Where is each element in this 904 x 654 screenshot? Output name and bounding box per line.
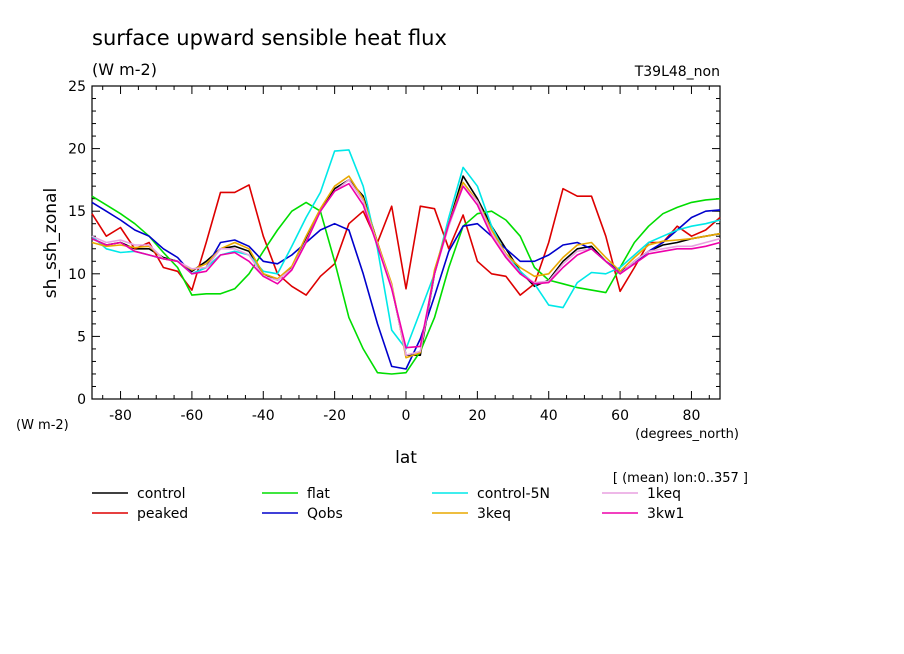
series-line-3kw1 bbox=[91, 182, 721, 349]
axis-ticks: -80 -60 -40 -20 0 20 40 60 80 0 5 10 15 20 25 bbox=[68, 79, 720, 424]
legend-label: control bbox=[137, 486, 186, 502]
x-tick-label: 60 bbox=[611, 408, 629, 424]
x-tick-label: 20 bbox=[468, 408, 486, 424]
legend: control peaked flat Qobs control-5N 3keq 1keq 3… bbox=[92, 486, 684, 522]
series-line-control-5N bbox=[91, 149, 721, 350]
x-tick-label: -40 bbox=[252, 408, 275, 424]
experiment-label: T39L48_non bbox=[634, 64, 720, 80]
chart-title: surface upward sensible heat flux bbox=[92, 26, 447, 50]
y-units-label: (W m-2) bbox=[16, 418, 69, 433]
x-tick-label: -80 bbox=[109, 408, 132, 424]
y-tick-label: 25 bbox=[68, 79, 86, 95]
x-tick-label: 80 bbox=[683, 408, 701, 424]
legend-label: peaked bbox=[137, 506, 188, 522]
chart-units: (W m-2) bbox=[92, 60, 157, 79]
legend-label: Qobs bbox=[307, 506, 343, 522]
y-axis-label: sh_ssh_zonal bbox=[41, 188, 61, 298]
y-tick-label: 5 bbox=[77, 329, 86, 345]
mean-note: [ (mean) lon:0..357 ] bbox=[613, 471, 748, 486]
y-tick-label: 0 bbox=[77, 392, 86, 408]
legend-label: 3keq bbox=[477, 506, 511, 522]
x-tick-label: -60 bbox=[180, 408, 203, 424]
y-tick-label: 20 bbox=[68, 142, 86, 158]
series-lines bbox=[91, 149, 721, 375]
legend-label: 1keq bbox=[647, 486, 681, 502]
x-units-label: (degrees_north) bbox=[635, 427, 739, 442]
legend-label: control-5N bbox=[477, 486, 550, 502]
y-tick-label: 10 bbox=[68, 267, 86, 283]
series-line-3keq bbox=[91, 175, 721, 359]
x-axis-label: lat bbox=[395, 448, 417, 468]
series-line-flat bbox=[91, 195, 721, 375]
plot-area: -80 -60 -40 -20 0 20 40 60 80 0 5 10 15 20 25 bbox=[68, 79, 721, 424]
legend-label: 3kw1 bbox=[647, 506, 684, 522]
legend-label: flat bbox=[307, 486, 330, 502]
x-tick-label: -20 bbox=[323, 408, 346, 424]
series-line-peaked bbox=[91, 184, 721, 296]
y-tick-label: 15 bbox=[68, 204, 86, 220]
x-tick-label: 0 bbox=[402, 408, 411, 424]
x-tick-label: 40 bbox=[540, 408, 558, 424]
